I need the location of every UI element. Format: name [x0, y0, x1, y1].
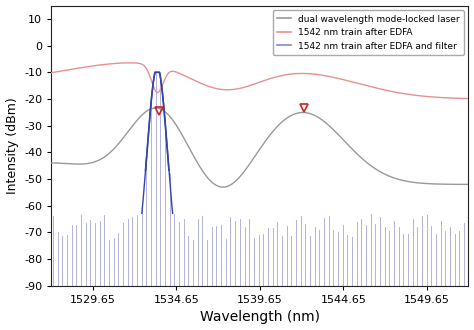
Legend: dual wavelength mode-locked laser, 1542 nm train after EDFA, 1542 nm train after: dual wavelength mode-locked laser, 1542 … [273, 10, 464, 55]
Y-axis label: Intensity (dBm): Intensity (dBm) [6, 97, 18, 194]
X-axis label: Wavelength (nm): Wavelength (nm) [200, 311, 320, 324]
